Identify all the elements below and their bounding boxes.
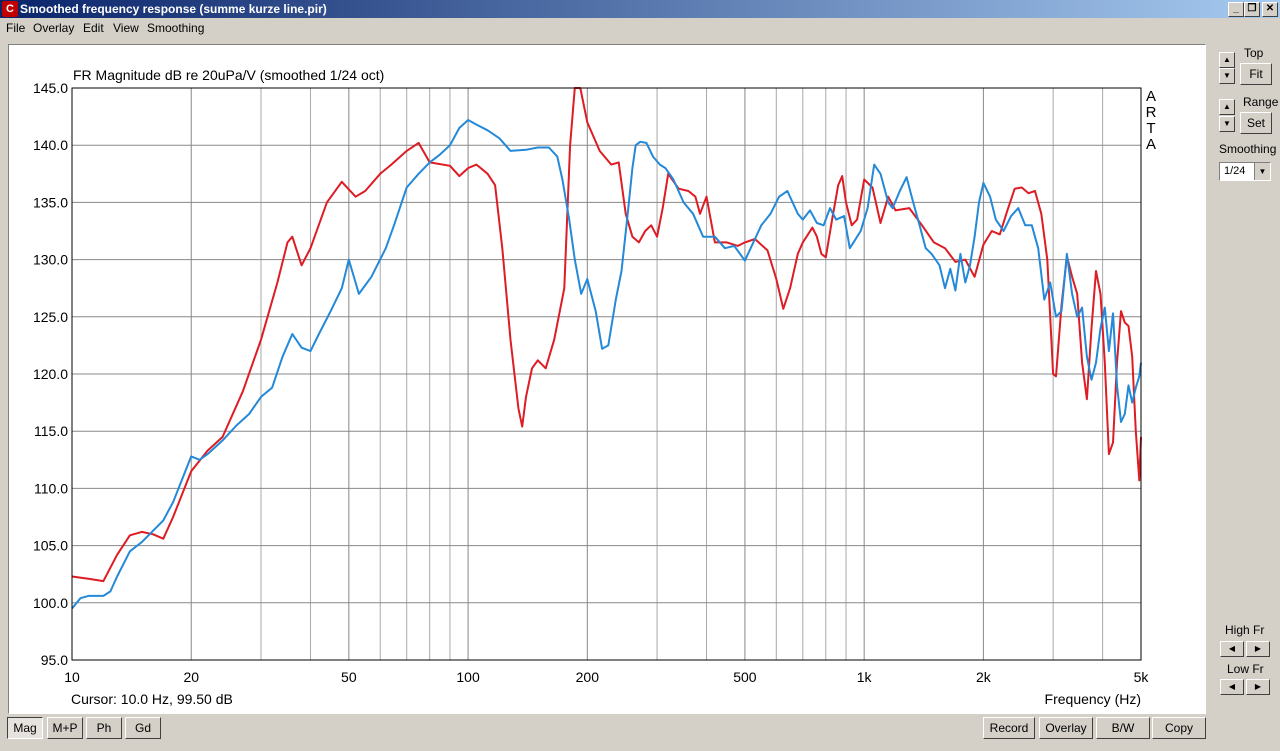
menu-file[interactable]: File xyxy=(6,21,26,35)
y-tick-label: 130.0 xyxy=(33,252,68,268)
top-up-arrow-icon[interactable]: ▲ xyxy=(1219,52,1235,68)
range-up-arrow-icon[interactable]: ▲ xyxy=(1219,99,1235,115)
close-button[interactable]: ✕ xyxy=(1262,2,1278,17)
x-axis-label: Frequency (Hz) xyxy=(1045,691,1141,707)
series-line-1 xyxy=(71,87,1142,583)
high-fr-left-arrow-icon[interactable]: ◀ xyxy=(1220,641,1244,657)
chevron-down-icon[interactable]: ▼ xyxy=(1254,163,1270,180)
x-tick-label: 2k xyxy=(976,669,992,685)
x-tick-label: 20 xyxy=(183,669,199,685)
smoothing-label: Smoothing xyxy=(1219,142,1277,156)
menu-overlay[interactable]: Overlay xyxy=(33,21,75,35)
set-button[interactable]: Set xyxy=(1240,112,1272,134)
smoothing-value: 1/24 xyxy=(1224,165,1246,177)
y-tick-label: 135.0 xyxy=(33,194,68,210)
x-tick-label: 200 xyxy=(576,669,600,685)
y-tick-label: 115.0 xyxy=(34,423,68,439)
menu-smoothing[interactable]: Smoothing xyxy=(147,21,205,35)
menu-view[interactable]: View xyxy=(113,21,139,35)
x-tick-label: 50 xyxy=(341,669,357,685)
ph-button[interactable]: Ph xyxy=(86,717,122,739)
y-tick-label: 145.0 xyxy=(33,80,68,96)
bw-button[interactable]: B/W xyxy=(1096,717,1150,739)
smoothing-select[interactable]: 1/24 ▼ xyxy=(1219,162,1271,181)
y-tick-label: 120.0 xyxy=(33,366,68,382)
y-tick-label: 95.0 xyxy=(41,652,68,668)
arta-watermark-letter: A xyxy=(1146,88,1156,105)
low-fr-label: Low Fr xyxy=(1227,662,1264,676)
low-fr-left-arrow-icon[interactable]: ◀ xyxy=(1220,679,1244,695)
app-icon: C xyxy=(2,1,18,17)
restore-button[interactable]: ❐ xyxy=(1244,2,1260,17)
chart-title: FR Magnitude dB re 20uPa/V (smoothed 1/2… xyxy=(73,67,384,83)
series-line-2 xyxy=(71,119,1142,610)
title-bar: C Smoothed frequency response (summe kur… xyxy=(0,0,1280,18)
gd-button[interactable]: Gd xyxy=(125,717,161,739)
range-label: Range xyxy=(1243,95,1279,109)
x-tick-label: 10 xyxy=(64,669,80,685)
top-down-arrow-icon[interactable]: ▼ xyxy=(1219,68,1235,84)
cursor-readout: Cursor: 10.0 Hz, 99.50 dB xyxy=(71,691,233,707)
record-button[interactable]: Record xyxy=(983,717,1035,739)
arta-watermark-letter: R xyxy=(1146,104,1157,121)
bottom-toolbar: Mag M+P Ph Gd Record Overlay B/W Copy xyxy=(0,714,1280,751)
high-fr-right-arrow-icon[interactable]: ▶ xyxy=(1246,641,1270,657)
menu-bar: File Overlay Edit View Smoothing xyxy=(0,19,1280,38)
plot-border xyxy=(71,87,1142,661)
y-tick-label: 125.0 xyxy=(33,309,68,325)
x-tick-label: 500 xyxy=(733,669,757,685)
copy-button[interactable]: Copy xyxy=(1152,717,1206,739)
high-fr-label: High Fr xyxy=(1225,623,1265,637)
fit-button[interactable]: Fit xyxy=(1240,63,1272,85)
arta-watermark-letter: T xyxy=(1146,120,1155,137)
top-label: Top xyxy=(1244,46,1264,60)
window-title: Smoothed frequency response (summe kurze… xyxy=(20,2,327,16)
y-tick-label: 110.0 xyxy=(34,480,68,496)
x-tick-label: 5k xyxy=(1134,669,1150,685)
mag-button[interactable]: Mag xyxy=(7,717,43,739)
mp-button[interactable]: M+P xyxy=(47,717,83,739)
menu-edit[interactable]: Edit xyxy=(83,21,104,35)
low-fr-right-arrow-icon[interactable]: ▶ xyxy=(1246,679,1270,695)
x-tick-label: 100 xyxy=(456,669,480,685)
arta-watermark-letter: A xyxy=(1146,136,1156,153)
y-tick-label: 100.0 xyxy=(33,595,68,611)
range-down-arrow-icon[interactable]: ▼ xyxy=(1219,116,1235,132)
x-tick-label: 1k xyxy=(857,669,873,685)
overlay-button[interactable]: Overlay xyxy=(1039,717,1093,739)
y-tick-label: 105.0 xyxy=(33,538,68,554)
minimize-button[interactable]: _ xyxy=(1228,2,1244,17)
y-tick-label: 140.0 xyxy=(33,137,68,153)
